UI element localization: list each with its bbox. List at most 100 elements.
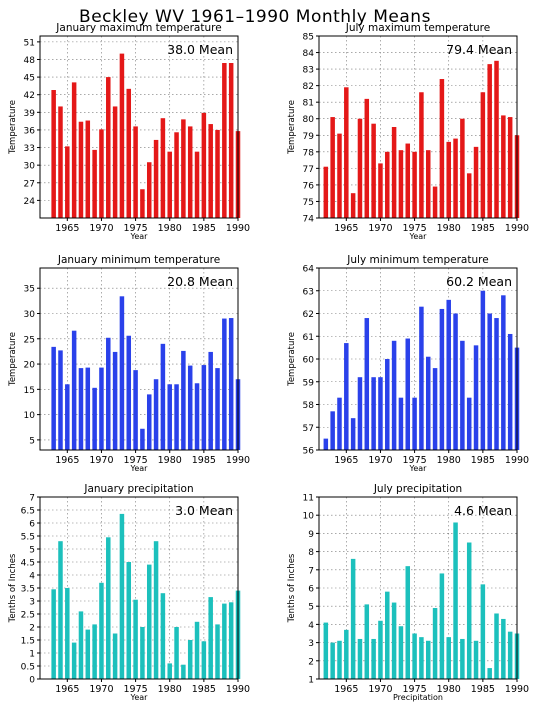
y-tick-label: 76 — [303, 181, 315, 191]
x-tick-label: 1975 — [123, 455, 147, 466]
bar-1984 — [194, 621, 200, 679]
y-tick-label: 57 — [303, 424, 314, 434]
bar-1972 — [112, 351, 118, 450]
bar-1985 — [480, 92, 486, 218]
y-tick-label: 4 — [29, 572, 35, 582]
x-tick-label: 1975 — [123, 223, 147, 234]
x-tick-label: 1985 — [471, 455, 495, 466]
x-axis-label: Year — [409, 464, 428, 473]
y-tick-label: 4.5 — [21, 559, 35, 569]
y-tick-label: 62 — [303, 310, 314, 320]
bar-1971 — [385, 359, 390, 450]
bar-1970 — [378, 377, 383, 450]
y-tick-label: 5 — [29, 546, 35, 556]
y-tick-label: 24 — [24, 197, 36, 207]
chart-title: July maximum temperature — [345, 22, 490, 34]
bar-1971 — [106, 537, 111, 679]
bar-1964 — [58, 106, 63, 218]
chart-title: January maximum temperature — [55, 22, 221, 34]
x-axis-label: Year — [130, 693, 149, 702]
bar-1969 — [371, 123, 376, 218]
y-tick-label: 7 — [29, 494, 35, 504]
x-tick-label: 1980 — [437, 223, 461, 234]
y-tick-label: 1.5 — [21, 637, 35, 647]
x-tick-label: 1975 — [123, 684, 147, 695]
y-tick-label: 0.5 — [21, 663, 35, 673]
y-tick-label: 61 — [303, 333, 314, 343]
y-tick-label: 36 — [24, 126, 36, 136]
x-tick-label: 1990 — [226, 223, 250, 234]
bar-1965 — [65, 146, 70, 218]
bar-1965 — [344, 87, 349, 218]
bar-1969 — [371, 377, 376, 450]
bar-1967 — [357, 377, 363, 450]
y-axis-label: Temperature — [287, 332, 297, 387]
bar-1971 — [385, 591, 390, 679]
bar-1971 — [106, 77, 111, 218]
bar-1966 — [350, 558, 356, 679]
bar-1984 — [194, 383, 200, 450]
bar-1981 — [174, 627, 179, 679]
y-tick-label: 79 — [303, 132, 315, 142]
bar-1985 — [201, 641, 207, 679]
bar-1980 — [446, 299, 451, 450]
x-tick-label: 1975 — [402, 223, 426, 234]
bar-1976 — [419, 637, 424, 679]
x-tick-label: 1965 — [334, 223, 358, 234]
bar-1985 — [201, 365, 207, 450]
y-tick-label: 77 — [303, 165, 314, 175]
y-axis-label: Temperature — [8, 332, 18, 387]
bar-1964 — [337, 397, 342, 450]
bar-1985 — [480, 584, 486, 679]
bar-1968 — [85, 367, 91, 450]
mean-label: 4.6 Mean — [454, 503, 512, 518]
y-tick-label: 59 — [303, 378, 315, 388]
bar-1967 — [78, 611, 84, 679]
chart-jul-max: 74 75 76 77 78 79 80 81 82 83 84 85 1965 1970 1975 1980… — [287, 22, 529, 241]
bar-1986 — [208, 351, 213, 450]
y-tick-label: 75 — [303, 198, 314, 208]
bar-1977 — [425, 640, 431, 679]
mean-label: 79.4 Mean — [446, 42, 512, 57]
y-tick-label: 33 — [24, 144, 35, 154]
bar-1987 — [494, 318, 499, 450]
y-tick-label: 51 — [24, 38, 35, 48]
y-tick-label: 25 — [24, 335, 35, 345]
y-tick-label: 83 — [303, 66, 314, 76]
bar-1970 — [378, 620, 383, 679]
bar-1983 — [466, 397, 472, 450]
bar-1989 — [228, 63, 234, 218]
bar-1973 — [398, 150, 404, 218]
y-tick-label: 35 — [24, 285, 35, 295]
bar-1967 — [357, 118, 363, 218]
y-tick-label: 81 — [303, 99, 314, 109]
bar-1983 — [187, 640, 193, 679]
y-tick-label: 11 — [303, 494, 314, 504]
bar-1987 — [215, 129, 220, 218]
bar-1964 — [337, 640, 342, 679]
bar-1979 — [439, 573, 445, 679]
x-tick-label: 1970 — [368, 684, 392, 695]
bar-1964 — [337, 133, 342, 218]
bar-1968 — [364, 98, 370, 218]
y-tick-label: 6 — [29, 520, 35, 530]
bar-1974 — [126, 88, 132, 218]
x-tick-label: 1985 — [192, 223, 216, 234]
y-tick-label: 85 — [303, 33, 314, 43]
x-axis-label: Year — [130, 464, 149, 473]
y-tick-label: 80 — [303, 115, 315, 125]
x-tick-label: 1990 — [505, 455, 529, 466]
bar-1970 — [378, 163, 383, 218]
x-tick-label: 1970 — [89, 223, 113, 234]
bar-1988 — [501, 115, 506, 218]
y-tick-label: 58 — [303, 401, 315, 411]
y-axis-label: Temperature — [8, 100, 18, 155]
bar-1983 — [187, 126, 193, 218]
chart-title: July minimum temperature — [346, 254, 488, 266]
y-tick-label: 78 — [303, 148, 315, 158]
bar-1975 — [133, 126, 138, 218]
bar-1974 — [405, 143, 411, 218]
bar-1974 — [405, 338, 411, 450]
y-tick-label: 82 — [303, 82, 314, 92]
y-tick-label: 1 — [29, 650, 35, 660]
